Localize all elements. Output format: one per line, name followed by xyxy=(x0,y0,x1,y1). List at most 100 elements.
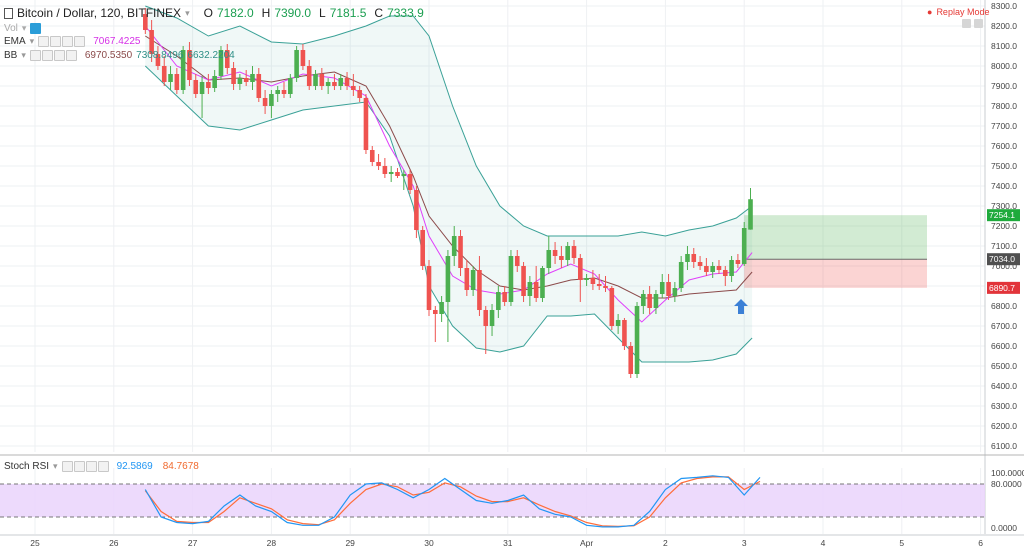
y-axis-tick-label: 7100.0 xyxy=(991,241,1017,251)
stoch-rsi-k-line xyxy=(144,475,761,528)
x-axis-tick-label: 30 xyxy=(424,538,434,548)
stoch-close-icon[interactable] xyxy=(97,461,109,472)
candle xyxy=(426,266,432,310)
candle xyxy=(489,310,495,326)
candle xyxy=(634,306,640,374)
ohlc-high-label: H xyxy=(261,6,271,20)
position-target-zone[interactable] xyxy=(744,215,927,260)
replay-mode-indicator[interactable]: ● Replay Mode xyxy=(927,7,989,17)
ema-line xyxy=(144,25,753,323)
candle xyxy=(483,310,489,326)
bollinger-lower-line xyxy=(144,65,753,363)
y-axis-tick-label: 8000.0 xyxy=(991,61,1017,71)
price-tag-target-bg xyxy=(987,209,1020,222)
candle xyxy=(722,270,728,276)
candle xyxy=(647,294,652,308)
candle xyxy=(187,50,192,80)
stoch-eye-icon[interactable] xyxy=(61,461,73,472)
price-tag-stop: 6890.7 xyxy=(989,283,1015,293)
candle xyxy=(294,50,299,78)
candle xyxy=(741,228,747,264)
candle xyxy=(628,346,634,374)
stoch-more-icon[interactable] xyxy=(85,461,97,472)
candle xyxy=(748,199,753,230)
symbol-title[interactable]: Bitcoin / Dollar, 120, BITFINEX xyxy=(17,6,182,20)
vol-label[interactable]: Vol xyxy=(4,23,18,34)
candle xyxy=(206,82,211,88)
candle xyxy=(149,30,154,54)
ema-dropdown-icon[interactable]: ▾ xyxy=(29,36,35,46)
ema-label[interactable]: EMA xyxy=(4,36,26,47)
stoch-rsi-band-fill xyxy=(0,484,985,517)
price-tag-stop-bg xyxy=(987,281,1020,294)
vol-eye-icon[interactable] xyxy=(30,23,42,34)
vol-dropdown-icon[interactable]: ▾ xyxy=(21,23,27,33)
collapse-icon[interactable] xyxy=(4,7,13,19)
rsi-axis-tick-label: 0.0000 xyxy=(991,523,1017,533)
candle xyxy=(496,292,501,310)
candle xyxy=(584,278,589,280)
y-axis-tick-label: 7600.0 xyxy=(991,141,1017,151)
candle xyxy=(439,302,444,314)
candle xyxy=(269,94,274,106)
x-axis-tick-label: 28 xyxy=(267,538,277,548)
x-axis-tick-label: 25 xyxy=(30,538,40,548)
bb-upper-value: 7308.8496 xyxy=(136,50,184,61)
bb-dropdown-icon[interactable]: ▾ xyxy=(21,50,26,60)
candle xyxy=(716,266,722,270)
ema-value: 7067.4225 xyxy=(93,36,141,47)
candle xyxy=(596,284,602,286)
candle xyxy=(697,262,703,266)
candle xyxy=(231,68,236,84)
bb-eye-icon[interactable] xyxy=(29,50,41,61)
candle xyxy=(363,98,369,150)
ema-eye-icon[interactable] xyxy=(38,36,50,47)
candle xyxy=(678,262,684,288)
stoch-label[interactable]: Stoch RSI xyxy=(4,461,50,472)
candle xyxy=(338,78,344,86)
ohlc-open-label: O xyxy=(203,6,213,20)
scroll-down-icon[interactable] xyxy=(962,19,971,28)
ohlc-open-value: 7182.0 xyxy=(216,6,254,20)
scroll-up-icon[interactable] xyxy=(974,19,983,28)
ema-close-icon[interactable] xyxy=(74,36,86,47)
price-tag-target: 7254.1 xyxy=(989,210,1015,220)
ohlc-low-label: L xyxy=(319,6,326,20)
y-axis-tick-label: 6500.0 xyxy=(991,361,1017,371)
stoch-k-value: 92.5869 xyxy=(116,461,153,472)
arrow-up-icon[interactable] xyxy=(734,299,748,314)
y-axis-tick-label: 7700.0 xyxy=(991,121,1017,131)
y-axis-tick-label: 7200.0 xyxy=(991,221,1017,231)
bb-close-icon[interactable] xyxy=(65,50,77,61)
replay-mode-label: Replay Mode xyxy=(936,7,990,17)
stoch-settings-icon[interactable] xyxy=(73,461,85,472)
bb-settings-icon[interactable] xyxy=(41,50,53,61)
bollinger-band-fill xyxy=(145,6,753,362)
bb-basis-value: 6970.5350 xyxy=(84,50,133,61)
candle xyxy=(590,278,596,284)
candle xyxy=(357,90,362,98)
candle xyxy=(540,268,545,298)
candle xyxy=(155,54,161,66)
candle xyxy=(319,74,325,86)
candle xyxy=(376,162,381,166)
bb-more-icon[interactable] xyxy=(53,50,65,61)
stoch-dropdown-icon[interactable]: ▾ xyxy=(53,461,58,471)
y-axis-tick-label: 6200.0 xyxy=(991,421,1017,431)
ema-more-icon[interactable] xyxy=(62,36,74,47)
y-axis-tick-label: 6800.0 xyxy=(991,301,1017,311)
x-axis-tick-label: 2 xyxy=(663,538,668,548)
ema-legend: EMA ▾ 7067.4225 xyxy=(4,36,140,47)
candle xyxy=(521,266,526,296)
y-axis-tick-label: 6600.0 xyxy=(991,341,1017,351)
dropdown-icon[interactable]: ▾ xyxy=(185,7,190,18)
position-stop-zone[interactable] xyxy=(744,259,927,288)
candle xyxy=(351,86,356,90)
candle xyxy=(622,320,627,346)
bb-label[interactable]: BB xyxy=(4,50,18,61)
rsi-axis-tick-label: 100.0000 xyxy=(991,468,1024,478)
candle xyxy=(704,266,709,272)
ema-settings-icon[interactable] xyxy=(50,36,62,47)
x-axis-tick-label: Apr xyxy=(580,538,593,548)
